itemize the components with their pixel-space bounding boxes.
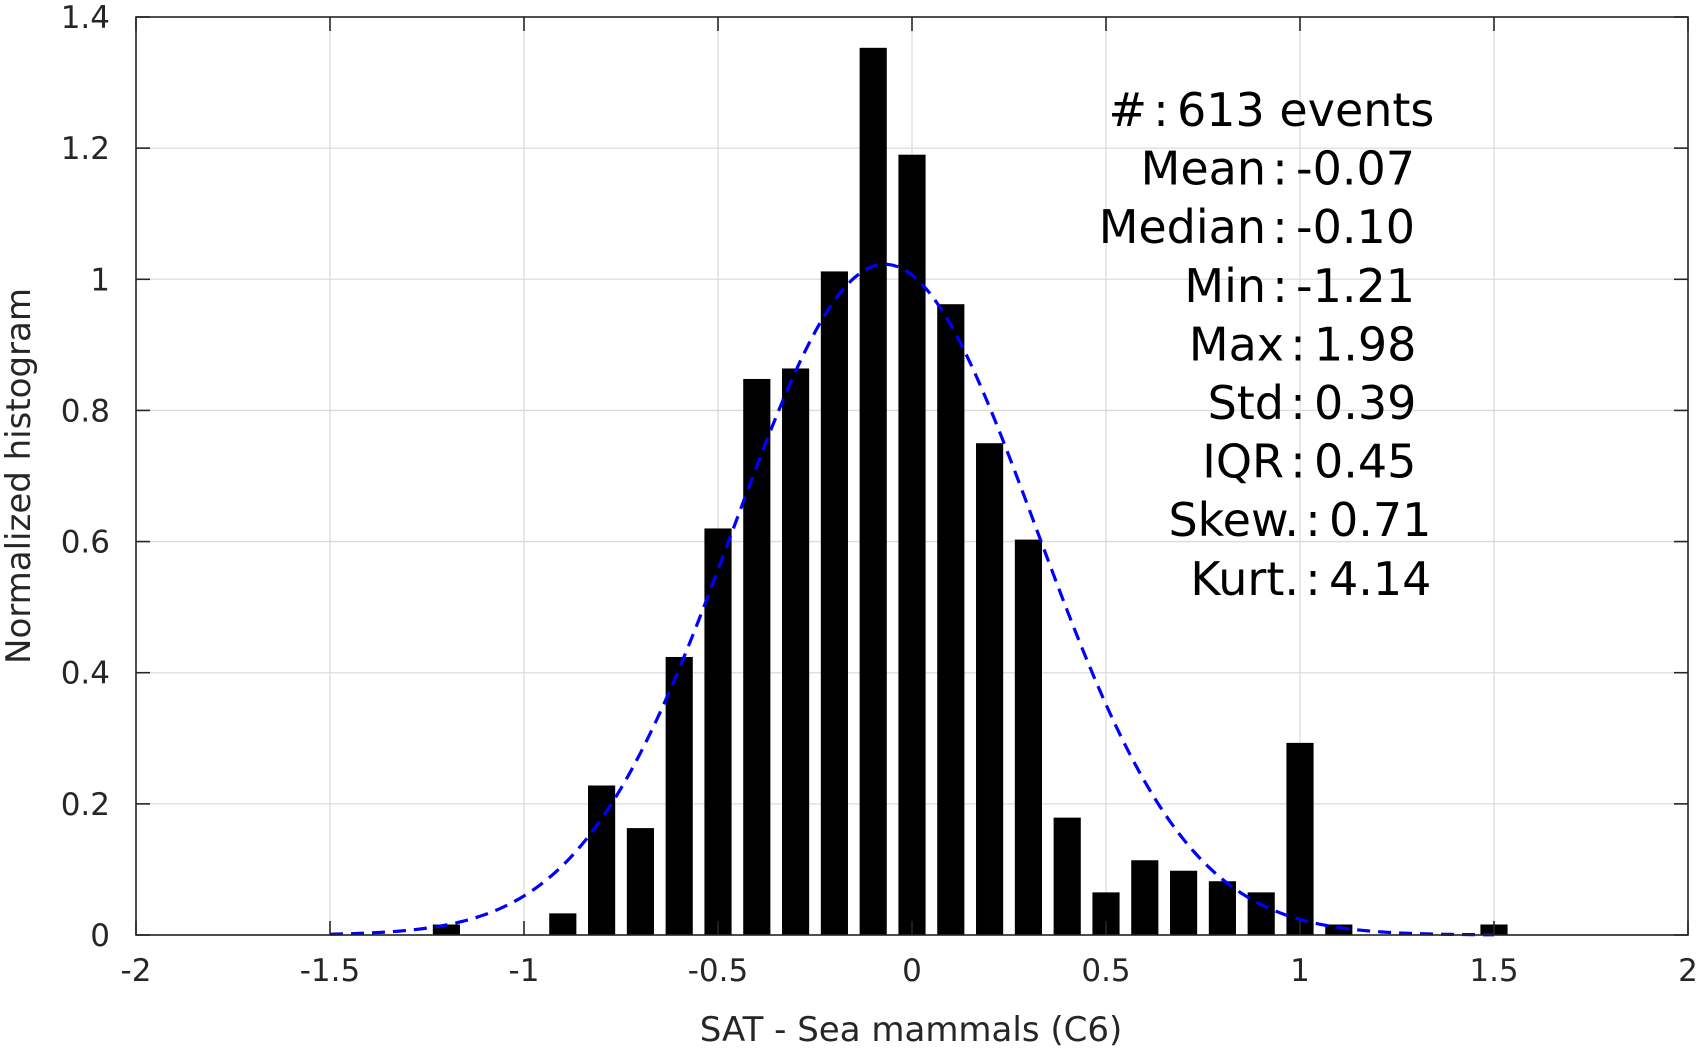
y-tick-label: 1.2 bbox=[61, 131, 110, 167]
histogram-bar bbox=[1053, 817, 1081, 935]
stats-label: Mean bbox=[1141, 142, 1266, 196]
histogram-bar bbox=[549, 913, 577, 935]
histogram-bar bbox=[588, 785, 616, 935]
stats-label: Min bbox=[1184, 259, 1266, 313]
stats-separator: : bbox=[1305, 552, 1321, 606]
stats-label: Median bbox=[1099, 200, 1266, 254]
stats-label: Std bbox=[1208, 376, 1284, 430]
histogram-bar bbox=[1170, 870, 1198, 935]
x-tick-label: -0.5 bbox=[688, 953, 749, 989]
axis-ticks: -2 -1.5 -1 -0.5 0 0.5 1 1.5 2 0 0.2 0.4 0.6 0.8 1 1.2 1.… bbox=[61, 0, 1698, 989]
y-tick-label: 1 bbox=[90, 262, 110, 298]
x-tick-label: -1 bbox=[509, 953, 540, 989]
stats-value: 0.45 bbox=[1314, 435, 1416, 489]
stats-label: Max bbox=[1189, 317, 1284, 371]
fit-curve-layer bbox=[329, 262, 1495, 937]
x-axis-title: SAT - Sea mammals (C6) bbox=[700, 1010, 1123, 1050]
histogram-bar bbox=[937, 304, 965, 935]
y-tick-label: 0.8 bbox=[61, 393, 110, 429]
fit-curve-line bbox=[329, 262, 1495, 937]
histogram-bar bbox=[432, 924, 460, 935]
stats-separator: : bbox=[1290, 435, 1306, 489]
histogram-bar bbox=[1247, 892, 1275, 935]
y-tick-label: 1.4 bbox=[61, 0, 110, 36]
histogram-bar bbox=[1286, 742, 1314, 935]
histogram-bars bbox=[432, 47, 1508, 936]
stats-separator: : bbox=[1290, 376, 1306, 430]
histogram-bar bbox=[898, 154, 926, 935]
stats-label: IQR bbox=[1202, 435, 1284, 489]
x-tick-label: -2 bbox=[121, 953, 152, 989]
y-axis-title: Normalized histogram bbox=[0, 288, 39, 664]
stats-separator: : bbox=[1272, 142, 1288, 196]
stats-value: 4.14 bbox=[1329, 552, 1431, 606]
stats-value: 1.98 bbox=[1314, 317, 1416, 371]
histogram-bar bbox=[665, 656, 693, 935]
stats-label: Kurt. bbox=[1190, 552, 1299, 606]
histogram-bar bbox=[1131, 860, 1159, 935]
histogram-bar bbox=[976, 443, 1004, 935]
x-tick-label: 0 bbox=[902, 953, 922, 989]
x-tick-label: 1.5 bbox=[1469, 953, 1518, 989]
histogram-bar bbox=[626, 828, 654, 935]
stats-separator: : bbox=[1272, 259, 1288, 313]
stats-value: -0.07 bbox=[1296, 142, 1415, 196]
stats-label: Skew. bbox=[1168, 493, 1299, 547]
histogram-bar bbox=[743, 378, 771, 935]
histogram-bar bbox=[820, 271, 848, 936]
x-tick-label: -1.5 bbox=[300, 953, 361, 989]
histogram-bar bbox=[704, 528, 732, 935]
histogram-bar bbox=[859, 47, 887, 935]
stats-label: # bbox=[1108, 83, 1147, 137]
y-tick-label: 0.6 bbox=[61, 525, 110, 561]
y-tick-label: 0.2 bbox=[61, 787, 110, 823]
stats-separator: : bbox=[1290, 317, 1306, 371]
x-tick-label: 2 bbox=[1678, 953, 1698, 989]
x-tick-label: 1 bbox=[1290, 953, 1310, 989]
y-tick-label: 0.4 bbox=[61, 656, 110, 692]
x-tick-label: 0.5 bbox=[1081, 953, 1130, 989]
stats-separator: : bbox=[1305, 493, 1321, 547]
stats-value: -1.21 bbox=[1296, 259, 1415, 313]
histogram-bar bbox=[1014, 539, 1042, 935]
stats-value: 0.39 bbox=[1314, 376, 1416, 430]
histogram-bar bbox=[1325, 924, 1353, 935]
stats-separator: : bbox=[1272, 200, 1288, 254]
histogram-bar bbox=[1208, 881, 1236, 935]
stats-value: -0.10 bbox=[1296, 200, 1415, 254]
stats-value: 613 events bbox=[1177, 83, 1434, 137]
stats-value: 0.71 bbox=[1329, 493, 1431, 547]
stats-separator: : bbox=[1153, 83, 1169, 137]
y-tick-label: 0 bbox=[90, 918, 110, 954]
histogram-bar bbox=[782, 368, 810, 935]
